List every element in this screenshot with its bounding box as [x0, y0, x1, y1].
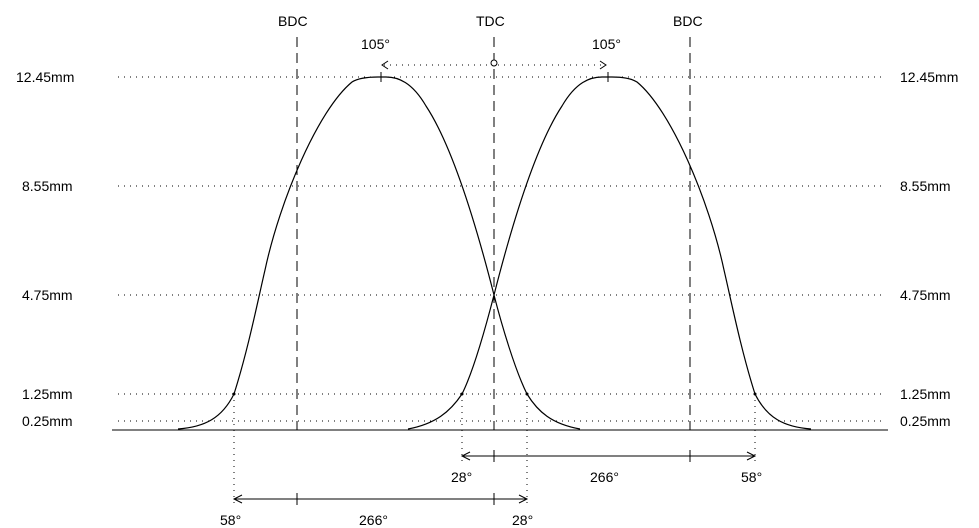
lift-label-left-12-45: 12.45mm: [16, 69, 74, 85]
exhaust-close-angle-label: 28°: [512, 512, 533, 528]
lobe-arrow-left: [381, 60, 389, 70]
projection-lines: [233, 394, 756, 505]
lift-labels-right: 12.45mm 8.55mm 4.75mm 1.25mm 0.25mm: [900, 69, 958, 429]
intake-center-label: 105°: [592, 36, 621, 52]
intake-arrowhead-left: [460, 451, 471, 461]
exhaust-center-label: 105°: [361, 36, 390, 52]
lift-label-right-12-45: 12.45mm: [900, 69, 958, 85]
lift-guide-lines: [118, 76, 885, 422]
lift-labels-left: 12.45mm 8.55mm 4.75mm 1.25mm 0.25mm: [16, 69, 74, 429]
lobe-arrow-right: [599, 60, 607, 70]
exhaust-duration-label: 266°: [359, 512, 388, 528]
tdc-circle: [490, 59, 498, 67]
lift-label-right-1-25: 1.25mm: [900, 386, 951, 402]
lift-label-left-8-55: 8.55mm: [22, 178, 73, 194]
curve-points: [232, 72, 757, 396]
intake-duration-label: 266°: [590, 469, 619, 485]
lift-label-right-0-25: 0.25mm: [900, 413, 951, 429]
lobe-separation-indicator: [381, 59, 607, 70]
exhaust-arrowhead-right: [518, 494, 529, 504]
intake-close-angle-label: 58°: [741, 469, 762, 485]
intake-open-angle-label: 28°: [451, 469, 472, 485]
bdc-right-label: BDC: [673, 13, 703, 29]
lift-label-left-4-75: 4.75mm: [22, 287, 73, 303]
intake-lift-curve: [407, 76, 812, 430]
exhaust-arrowhead-left: [232, 494, 243, 504]
lift-label-left-1-25: 1.25mm: [22, 386, 73, 402]
exhaust-lift-curve: [177, 76, 581, 430]
bdc-left-label: BDC: [278, 13, 308, 29]
intake-duration-arrow: [460, 450, 757, 462]
lift-label-left-0-25: 0.25mm: [22, 413, 73, 429]
lift-label-right-4-75: 4.75mm: [900, 287, 951, 303]
intake-arrowhead-right: [746, 451, 757, 461]
tdc-label: TDC: [476, 13, 505, 29]
lift-label-right-8-55: 8.55mm: [900, 178, 951, 194]
exhaust-open-angle-label: 58°: [220, 512, 241, 528]
exhaust-duration-arrow: [232, 493, 529, 505]
